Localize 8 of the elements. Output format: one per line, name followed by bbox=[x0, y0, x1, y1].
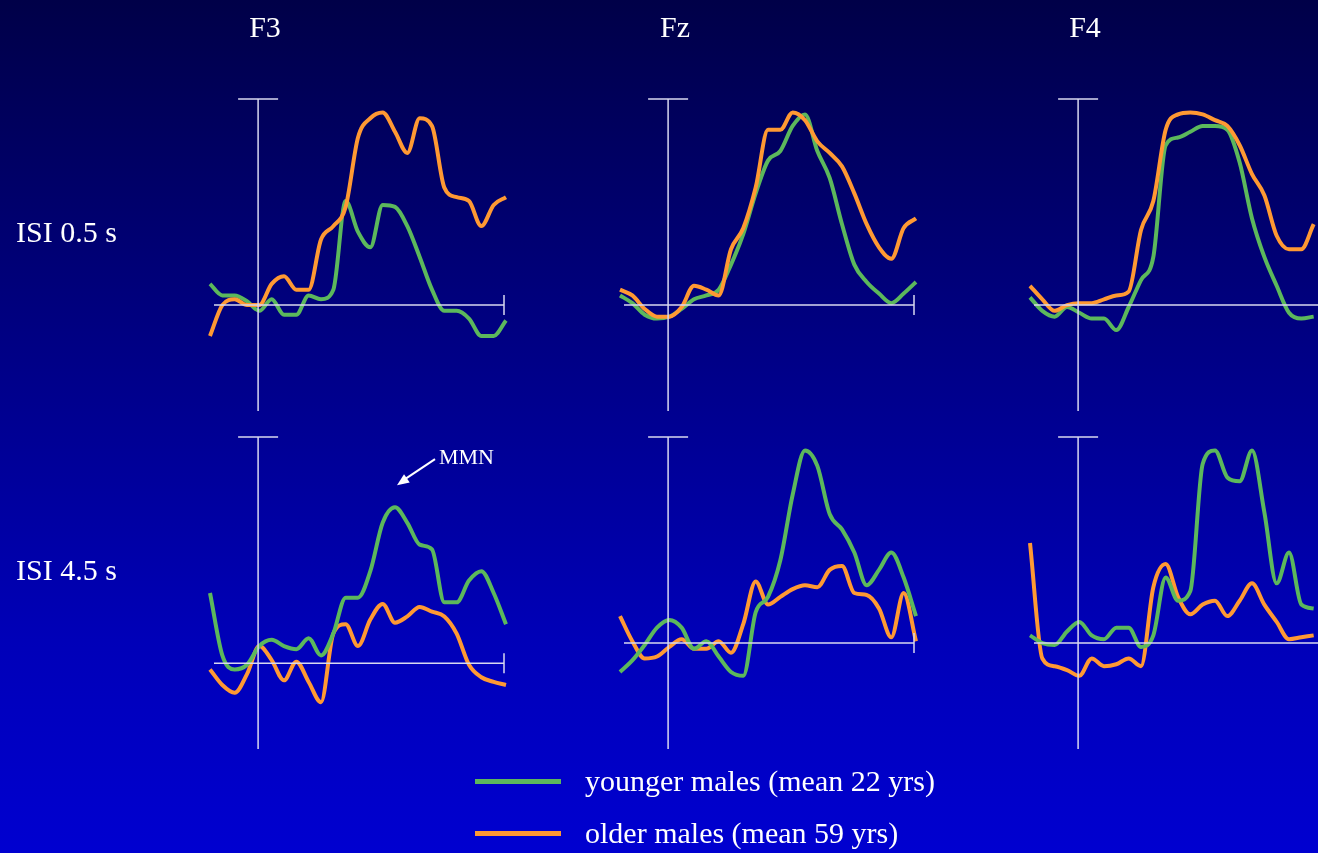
text: MMN bbox=[439, 443, 495, 469]
chart-title: Fz bbox=[659, 10, 691, 44]
legend-label: older males (mean 59 yrs) bbox=[585, 816, 899, 850]
y-axis-title: ISI 4.5 s bbox=[16, 553, 117, 587]
chart-title: F3 bbox=[248, 10, 282, 44]
legend-label: younger males (mean 22 yrs) bbox=[585, 764, 935, 798]
chart-title: F4 bbox=[1068, 10, 1102, 44]
y-axis-title: ISI 0.5 s bbox=[16, 215, 117, 249]
